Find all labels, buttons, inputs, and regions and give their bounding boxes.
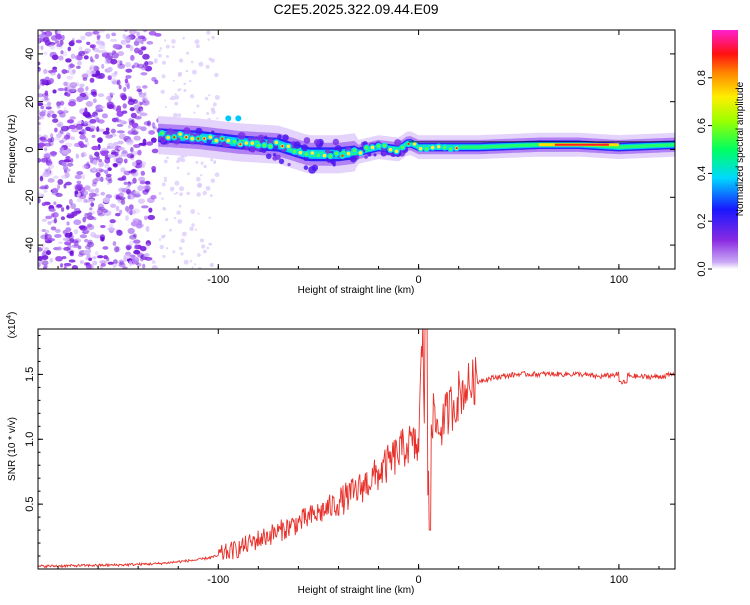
figure-title: C2E5.2025.322.09.44.E09 [273, 1, 438, 17]
snr-xlabel: Height of straight line (km) [298, 585, 415, 596]
spectrogram-ridge [158, 129, 460, 160]
spectrogram-xtick-label: -100 [207, 274, 229, 286]
spectrogram-xtick-label: 0 [416, 274, 422, 286]
snr-panel: -100 0 100 0.5 1.0 1.5 Height of straight lin… [6, 312, 676, 596]
spectrogram-spot [235, 115, 242, 122]
snr-scale-label: (x104) [6, 312, 18, 339]
svg-text:(x104): (x104) [6, 312, 18, 339]
snr-series-line [38, 329, 675, 569]
colorbar-tick-label: 0.4 [696, 166, 708, 181]
spectrogram-ticks: -100 0 100 -40 -20 0 20 40 [24, 30, 675, 286]
colorbar-tick-label: 0.6 [696, 118, 708, 133]
snr-xtick-label: 0 [416, 574, 422, 586]
snr-xtick-label: 100 [610, 574, 628, 586]
snr-scale-base: (x10 [7, 318, 18, 338]
colorbar-gradient [712, 30, 738, 269]
spectrogram-ytick-label: 40 [24, 48, 36, 60]
snr-ytick-label: 1.5 [24, 367, 36, 382]
spectrogram-ytick-label: 20 [24, 96, 36, 108]
snr-ticks: -100 0 100 0.5 1.0 1.5 [24, 329, 675, 586]
colorbar-tick-label: 0.0 [696, 261, 708, 276]
spectrogram-xtick-label: 100 [610, 274, 628, 286]
spectrogram-ytick-label: 0 [24, 146, 36, 152]
colorbar-label: Normalized spectral amplitude [735, 81, 746, 216]
spectrogram-ylabel: Frequency (Hz) [7, 115, 18, 184]
colorbar: 0.0 0.2 0.4 0.6 0.8 Normalized spectral ampl… [696, 30, 746, 277]
spectrogram-marks [38, 30, 675, 269]
snr-marks [38, 329, 675, 569]
snr-plot-area [38, 329, 675, 569]
snr-ytick-label: 0.5 [24, 496, 36, 511]
snr-ylabel: SNR (10 * v/v) [7, 417, 18, 481]
spectrogram-spot [225, 115, 232, 122]
colorbar-tick-label: 0.8 [696, 70, 708, 85]
colorbar-ticks: 0.0 0.2 0.4 0.6 0.8 [696, 70, 712, 277]
snr-ytick-label: 1.0 [24, 432, 36, 447]
snr-scale-exponent: 4 [6, 315, 13, 319]
snr-frame [37, 328, 676, 570]
colorbar-tick-label: 0.2 [696, 214, 708, 229]
spectrogram-panel: -100 0 100 -40 -20 0 20 40 Height of straight l… [7, 29, 676, 296]
spectrogram-xlabel: Height of straight line (km) [298, 285, 415, 296]
spectrogram-ytick-label: -40 [24, 237, 36, 253]
spectrogram-ytick-label: -20 [24, 189, 36, 205]
spectrogram-noise [38, 30, 220, 269]
snr-xtick-label: -100 [207, 574, 229, 586]
